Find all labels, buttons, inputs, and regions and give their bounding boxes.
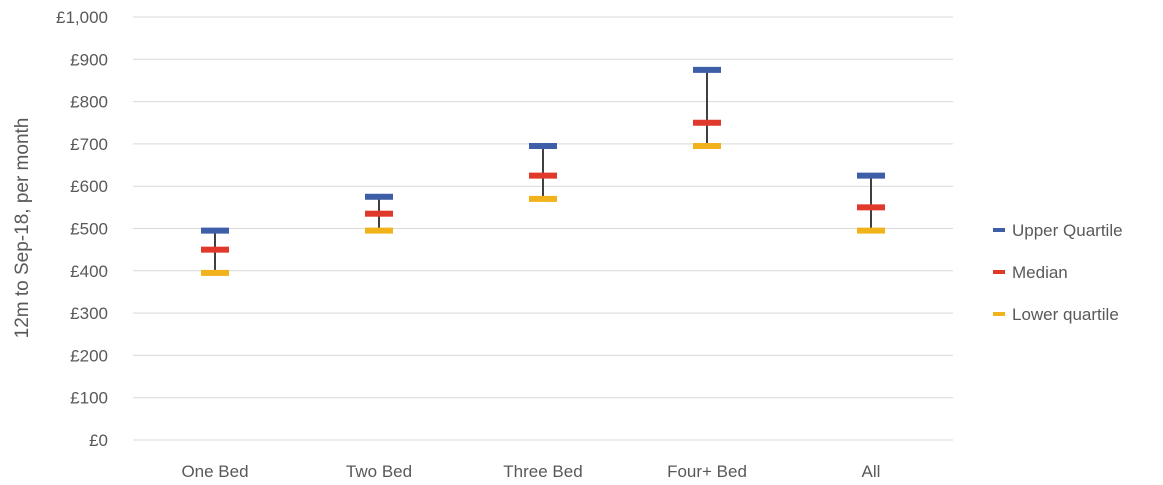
y-tick-label: £600	[70, 177, 108, 196]
marker-upper-quartile	[529, 143, 557, 150]
y-axis-ticks: £0 £100 £200 £300 £400 £500 £600 £700 £800 £900 £1…	[56, 8, 108, 450]
legend: Upper Quartile Median Lower quartile	[993, 221, 1123, 324]
legend-swatch	[993, 270, 1005, 274]
marker-lower-quartile	[365, 227, 393, 234]
marker-median	[693, 119, 721, 126]
marker-upper-quartile	[365, 193, 393, 200]
marker-upper-quartile	[857, 172, 885, 179]
marker-lower-quartile	[857, 227, 885, 234]
plot-marks	[201, 66, 885, 276]
marker-upper-quartile	[201, 227, 229, 234]
marker-median	[857, 204, 885, 211]
marker-median	[201, 246, 229, 253]
y-tick-label: £400	[70, 262, 108, 281]
x-tick-label: Four+ Bed	[667, 462, 747, 481]
x-tick-label: Three Bed	[503, 462, 582, 481]
marker-upper-quartile	[693, 66, 721, 73]
x-tick-label: Two Bed	[346, 462, 412, 481]
y-tick-label: £1,000	[56, 8, 108, 27]
marker-median	[365, 210, 393, 217]
x-tick-label: All	[862, 462, 881, 481]
marker-median	[529, 172, 557, 179]
legend-swatch	[993, 228, 1005, 232]
x-tick-label: One Bed	[181, 462, 248, 481]
legend-label: Lower quartile	[1012, 305, 1119, 324]
y-tick-label: £200	[70, 346, 108, 365]
y-tick-label: £500	[70, 220, 108, 239]
y-tick-label: £800	[70, 93, 108, 112]
marker-lower-quartile	[693, 143, 721, 150]
y-axis-title: 12m to Sep-18, per month	[12, 118, 33, 339]
legend-swatch	[993, 312, 1005, 316]
marker-lower-quartile	[529, 195, 557, 202]
y-tick-label: £100	[70, 389, 108, 408]
legend-label: Upper Quartile	[1012, 221, 1123, 240]
y-tick-label: £0	[89, 431, 108, 450]
legend-label: Median	[1012, 263, 1068, 282]
y-tick-label: £900	[70, 50, 108, 69]
y-tick-label: £700	[70, 135, 108, 154]
marker-lower-quartile	[201, 269, 229, 276]
y-tick-label: £300	[70, 304, 108, 323]
gridlines	[133, 16, 953, 441]
x-axis-ticks: One Bed Two Bed Three Bed Four+ Bed All	[181, 462, 880, 481]
